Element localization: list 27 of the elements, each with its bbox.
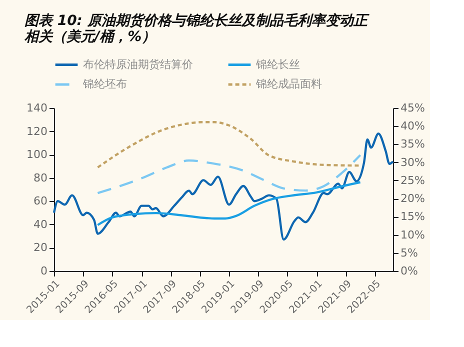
y2-tick-label: 30% [400, 156, 425, 169]
line-series [52, 132, 394, 241]
legend-label: 锦纶长丝 [255, 58, 300, 71]
y2-tick-label: 45% [400, 102, 425, 114]
y2-tick-label: 25% [400, 174, 425, 187]
line-series [96, 181, 362, 226]
y2-tick-label: 40% [400, 120, 425, 133]
y-tick-label: 20 [34, 241, 48, 254]
chart-title: 图表 10: 原油期货价格与锦纶长丝及制品毛利率变动正相关（美元/桶，%） [23, 12, 370, 45]
line-series [96, 121, 362, 169]
legend-label: 锦纶成品面料 [255, 78, 322, 90]
y-tick-label: 80 [34, 171, 48, 184]
y-tick-label: 120 [26, 124, 48, 138]
y-tick-label: 0 [40, 264, 48, 278]
y2-tick-label: 0% [400, 264, 418, 278]
legend-label: 布伦特原油期货结算价 [83, 58, 193, 71]
line-series [96, 154, 362, 194]
y2-tick-label: 10% [400, 228, 425, 242]
y2-tick-label: 15% [400, 210, 425, 224]
y2-tick-label: 20% [400, 192, 425, 206]
y2-tick-label: 35% [400, 138, 425, 151]
y-tick-label: 100 [26, 148, 48, 162]
y-tick-label: 140 [26, 102, 48, 114]
legend-label: 锦纶坯布 [82, 78, 127, 90]
y-tick-label: 40 [34, 218, 48, 231]
y2-tick-label: 5% [400, 246, 418, 260]
y-tick-label: 60 [34, 194, 48, 208]
